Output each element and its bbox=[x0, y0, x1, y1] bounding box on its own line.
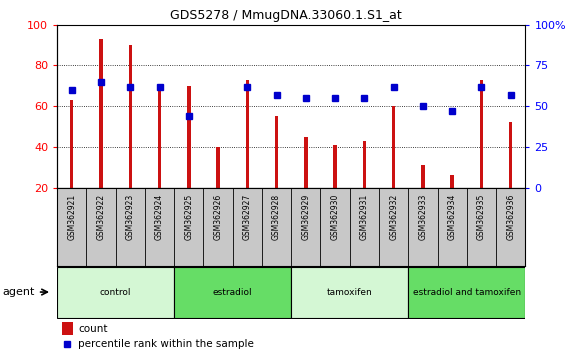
Text: GSM362933: GSM362933 bbox=[419, 194, 428, 240]
Text: GDS5278 / MmugDNA.33060.1.S1_at: GDS5278 / MmugDNA.33060.1.S1_at bbox=[170, 9, 401, 22]
Text: control: control bbox=[100, 287, 131, 297]
Text: tamoxifen: tamoxifen bbox=[327, 287, 373, 297]
Bar bbox=[174, 267, 291, 318]
Text: GSM362927: GSM362927 bbox=[243, 194, 252, 240]
Text: agent: agent bbox=[3, 287, 35, 297]
Text: GSM362936: GSM362936 bbox=[506, 194, 515, 240]
Bar bbox=[275, 116, 278, 188]
Text: GSM362922: GSM362922 bbox=[96, 194, 106, 240]
Bar bbox=[451, 176, 454, 188]
Bar bbox=[70, 100, 74, 188]
Bar bbox=[128, 45, 132, 188]
Text: GSM362934: GSM362934 bbox=[448, 194, 457, 240]
Bar bbox=[333, 145, 337, 188]
Text: GSM362932: GSM362932 bbox=[389, 194, 398, 240]
Bar bbox=[62, 322, 74, 335]
Bar bbox=[392, 106, 395, 188]
Text: estradiol and tamoxifen: estradiol and tamoxifen bbox=[413, 287, 521, 297]
Text: GSM362921: GSM362921 bbox=[67, 194, 77, 240]
Text: GSM362925: GSM362925 bbox=[184, 194, 194, 240]
Text: GSM362928: GSM362928 bbox=[272, 194, 281, 240]
Text: GSM362924: GSM362924 bbox=[155, 194, 164, 240]
Bar bbox=[509, 122, 512, 188]
Text: GSM362929: GSM362929 bbox=[301, 194, 311, 240]
Bar bbox=[408, 267, 525, 318]
Text: estradiol: estradiol bbox=[213, 287, 252, 297]
Bar bbox=[421, 165, 425, 188]
Text: count: count bbox=[78, 324, 108, 333]
Bar bbox=[304, 137, 308, 188]
Bar bbox=[158, 86, 161, 188]
Bar bbox=[187, 86, 191, 188]
Text: GSM362935: GSM362935 bbox=[477, 194, 486, 240]
Text: GSM362931: GSM362931 bbox=[360, 194, 369, 240]
Bar bbox=[216, 147, 220, 188]
Text: percentile rank within the sample: percentile rank within the sample bbox=[78, 339, 254, 349]
Text: GSM362923: GSM362923 bbox=[126, 194, 135, 240]
Text: GSM362930: GSM362930 bbox=[331, 194, 340, 240]
Text: GSM362926: GSM362926 bbox=[214, 194, 223, 240]
Bar bbox=[99, 39, 103, 188]
Bar bbox=[57, 267, 174, 318]
Bar bbox=[363, 141, 366, 188]
Bar bbox=[246, 80, 249, 188]
Bar bbox=[291, 267, 408, 318]
Bar bbox=[480, 80, 483, 188]
